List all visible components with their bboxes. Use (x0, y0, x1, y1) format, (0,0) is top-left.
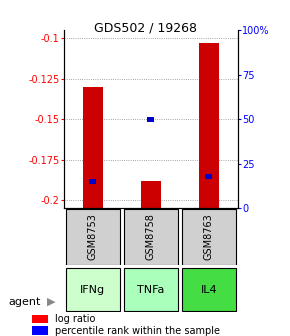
Bar (199, 43, 219, 208)
Text: percentile rank within the sample: percentile rank within the sample (55, 326, 220, 336)
Text: agent: agent (9, 297, 41, 307)
Bar (32, 326, 48, 335)
Bar (66, 209, 120, 265)
Text: IFNg: IFNg (80, 285, 105, 295)
Bar (66, 268, 120, 311)
Text: GSM8758: GSM8758 (146, 213, 156, 260)
Bar (124, 209, 178, 265)
Text: GSM8763: GSM8763 (204, 213, 214, 260)
Text: GSM8753: GSM8753 (88, 213, 98, 260)
Bar (147, 117, 154, 122)
Text: ▶: ▶ (46, 297, 55, 307)
Text: TNFa: TNFa (137, 285, 164, 295)
Bar (141, 181, 161, 208)
Text: log ratio: log ratio (55, 313, 95, 324)
Bar (32, 314, 48, 323)
Bar (205, 174, 212, 179)
Text: GDS502 / 19268: GDS502 / 19268 (93, 22, 197, 35)
Bar (89, 179, 96, 184)
Bar (182, 209, 236, 265)
Bar (83, 87, 103, 208)
Text: IL4: IL4 (200, 285, 217, 295)
Bar (182, 268, 236, 311)
Bar (124, 268, 178, 311)
